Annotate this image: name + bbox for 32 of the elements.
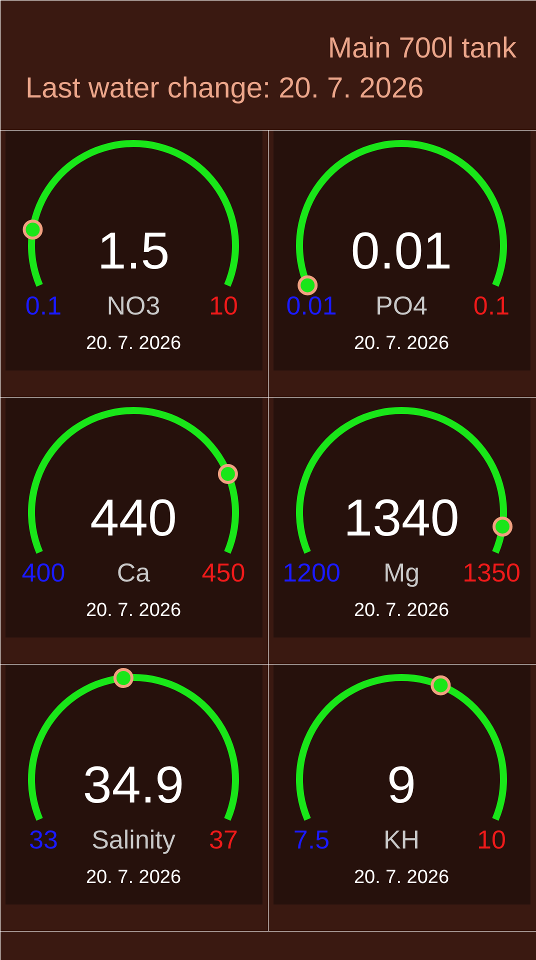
text: 1200 bbox=[282, 558, 340, 588]
text: KH bbox=[383, 824, 420, 854]
text: 7.5 bbox=[293, 824, 330, 854]
text: NO3 bbox=[106, 290, 160, 320]
text: 37 bbox=[209, 824, 238, 854]
text: 10 bbox=[209, 290, 238, 320]
text: Ca bbox=[116, 558, 151, 588]
text: 20. 7. 2026 bbox=[354, 333, 450, 354]
text: 20. 7. 2026 bbox=[86, 600, 182, 621]
text: 20. 7. 2026 bbox=[86, 867, 182, 888]
data-label: 1.5 bbox=[97, 222, 170, 280]
text: Main 700l tank bbox=[328, 32, 517, 64]
text: 10 bbox=[477, 824, 506, 854]
text: 0.1 bbox=[473, 290, 510, 320]
text: Salinity bbox=[92, 824, 176, 854]
text: PO4 bbox=[375, 290, 428, 320]
text: 20. 7. 2026 bbox=[354, 867, 450, 888]
data-label: 440 bbox=[90, 490, 177, 548]
text: Last water change: 20. 7. 2026 bbox=[26, 72, 424, 104]
text: Mg bbox=[383, 558, 420, 588]
text: 20. 7. 2026 bbox=[354, 600, 450, 621]
data-label: 9 bbox=[387, 756, 416, 814]
data-label: 0.01 bbox=[350, 222, 452, 280]
text: 400 bbox=[22, 558, 66, 588]
text: 450 bbox=[202, 558, 246, 588]
text: 1350 bbox=[462, 558, 520, 588]
text: 0.01 bbox=[286, 290, 337, 320]
text: 0.1 bbox=[25, 290, 62, 320]
text: 20. 7. 2026 bbox=[86, 333, 182, 354]
text: 33 bbox=[29, 824, 58, 854]
data-label: 1340 bbox=[344, 490, 460, 548]
data-label: 34.9 bbox=[82, 756, 184, 814]
